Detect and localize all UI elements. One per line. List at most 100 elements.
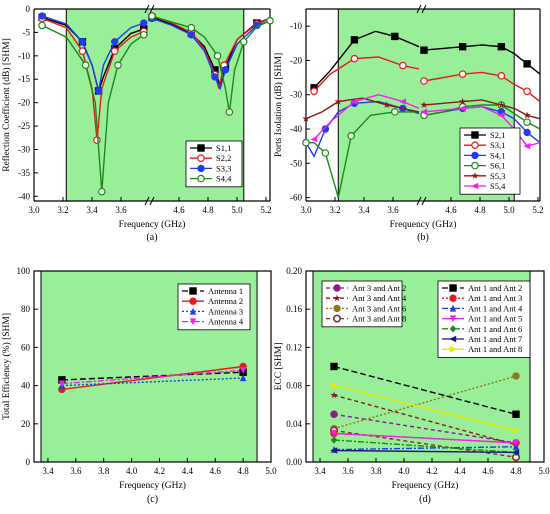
x-tick-label: 5.0: [503, 205, 515, 215]
data-point: [78, 38, 87, 46]
legend-marker: [333, 304, 341, 313]
legend-label: S2,2: [216, 153, 231, 163]
axis-frame: [33, 270, 272, 463]
data-point: [310, 87, 318, 96]
x-tick-label: 4.4: [454, 466, 466, 476]
legend-label: Antenna 4: [208, 317, 244, 327]
legend-label: Ant 1 and Ant 3: [468, 293, 522, 303]
series-ant-1-and-ant-7: [330, 447, 520, 456]
legend-marker: [471, 161, 479, 170]
data-point: [391, 32, 399, 41]
legend-marker: [449, 346, 457, 353]
series-antenna-4: [58, 367, 247, 388]
legend-marker: [471, 182, 479, 190]
legend-marker: [449, 325, 457, 333]
legend-label: Ant 1 and Ant 5: [468, 314, 522, 324]
series-line: [151, 17, 271, 91]
data-point: [399, 61, 407, 70]
x-tick-label: 3.6: [115, 205, 127, 215]
data-point: [330, 362, 338, 371]
data-point: [148, 12, 156, 20]
data-point: [139, 30, 148, 39]
legend-label: Ant 1 and Ant 2: [468, 283, 522, 293]
data-point: [523, 111, 531, 119]
axis-break-mark: [144, 196, 150, 206]
legend-marker: [197, 154, 205, 163]
x-tick-label: 4.0: [126, 466, 138, 476]
data-point: [334, 97, 342, 105]
data-point: [523, 128, 531, 137]
data-point: [497, 101, 505, 109]
series-line: [61, 365, 244, 391]
y-tick-label: -10: [290, 21, 302, 31]
legend-marker: [449, 315, 457, 323]
data-point: [350, 36, 359, 44]
x-tick-label: 4.6: [445, 205, 457, 215]
y-tick-label: -60: [290, 193, 302, 203]
data-point: [512, 427, 520, 434]
data-point: [523, 142, 531, 150]
data-point: [458, 43, 467, 51]
y-tick-label: -40: [290, 124, 302, 134]
y-tick-label: 40: [21, 381, 31, 391]
axis-break-mark: [144, 4, 150, 14]
panel-label: (d): [419, 494, 431, 505]
data-point: [497, 112, 505, 119]
axis-break-mark: [421, 4, 427, 14]
series-line: [333, 394, 517, 446]
data-point: [390, 108, 399, 116]
data-point: [459, 97, 467, 105]
series-line: [333, 384, 517, 432]
series-line: [333, 365, 517, 415]
data-point: [187, 23, 196, 32]
x-tick-label: 4.2: [426, 466, 437, 476]
legend-label: S4,4: [216, 174, 232, 184]
series-s3-1: [310, 54, 541, 103]
legend-label: Antenna 1: [208, 286, 243, 296]
y-tick-label: 0: [26, 457, 31, 467]
series-line: [333, 413, 517, 444]
data-point: [330, 436, 338, 444]
y-axis-label: ECC [SHM]: [274, 343, 284, 391]
legend-label: Antenna 2: [208, 296, 243, 306]
data-point: [512, 410, 520, 418]
data-point: [512, 449, 520, 456]
data-point: [140, 19, 148, 27]
legend-marker: [189, 297, 197, 305]
legend-box: [459, 127, 521, 195]
data-point: [213, 52, 222, 60]
legend-label: S2,1: [490, 130, 505, 140]
series-s5-3: [302, 97, 541, 122]
panel-label: (c): [147, 494, 158, 505]
series-line: [423, 105, 541, 147]
y-tick-label: -30: [290, 90, 302, 100]
x-tick-label: 5.0: [265, 466, 277, 476]
panel-d: 3.4 3.6 3.8 4.0 4.2 4.4 4.6 4.8 5.0 0.00 0.04 0.08 0…: [274, 266, 550, 505]
x-tick-label: 5.2: [532, 205, 543, 215]
data-point: [347, 132, 356, 140]
data-point: [523, 118, 531, 126]
data-point: [110, 47, 119, 55]
data-point: [330, 410, 338, 418]
legend-marker: [197, 164, 205, 173]
series-ant-1-and-ant-5: [330, 430, 520, 447]
series-line: [306, 111, 419, 198]
panel-c: 3.4 3.6 3.8 4.0 4.2 4.4 4.6 4.8 5.0 0 20 40 60 80 100 F…: [1, 266, 277, 505]
legend-label: Ant 1 and Ant 6: [468, 324, 522, 334]
y-tick-label: -5: [23, 27, 31, 37]
x-tick-label: 4.6: [173, 205, 185, 215]
axis-break-mark: [149, 196, 155, 206]
data-point: [330, 391, 338, 399]
x-tick-label: 4.8: [510, 466, 522, 476]
legend-label: Ant 1 and Ant 7: [468, 334, 522, 344]
data-point: [81, 61, 90, 69]
legend-marker: [449, 304, 457, 312]
data-point: [302, 114, 310, 122]
x-tick-label: 3.6: [387, 205, 399, 215]
series-line: [313, 30, 420, 89]
x-tick-label: 4.2: [154, 466, 165, 476]
x-tick-label: 3.2: [329, 205, 340, 215]
data-point: [420, 77, 428, 85]
